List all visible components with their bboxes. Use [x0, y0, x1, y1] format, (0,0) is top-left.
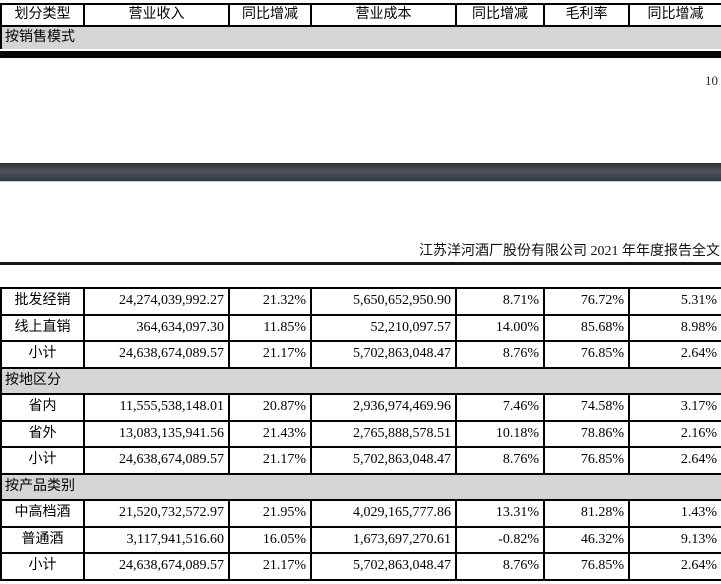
- margin-yoy-cell: 3.17%: [628, 393, 721, 422]
- revenue-cell: 21,520,732,572.97: [83, 499, 230, 528]
- gross-margin-cell: 74.58%: [543, 393, 630, 422]
- row-category: 中高档酒: [0, 499, 85, 528]
- revenue-yoy-cell: 21.43%: [228, 419, 312, 448]
- row-category: 线上直销: [0, 313, 85, 342]
- margin-yoy-cell: 5.31%: [628, 287, 721, 316]
- cost-yoy-cell: 7.46%: [455, 393, 545, 422]
- row-category: 批发经销: [0, 287, 85, 316]
- revenue-cell: 24,638,674,089.57: [83, 340, 230, 369]
- margin-yoy-cell: 8.98%: [628, 313, 721, 342]
- cost-cell: 5,650,652,950.90: [310, 287, 457, 316]
- report-header-title: 江苏洋河酒厂股份有限公司 2021 年年度报告全文: [419, 244, 720, 259]
- section-label-sales-mode: 按销售模式: [0, 25, 721, 49]
- section-label-by-region: 按地区分: [0, 366, 721, 395]
- margin-yoy-cell: 2.64%: [628, 552, 721, 581]
- column-header-margin-yoy: 同比增减: [628, 3, 721, 27]
- table-row-wholesale: 批发经销 24,274,039,992.27 21.32% 5,650,652,…: [0, 287, 721, 316]
- column-header-category: 划分类型: [0, 3, 85, 27]
- column-header-gross-margin: 毛利率: [543, 3, 630, 27]
- page-number: 10: [705, 73, 718, 88]
- revenue-cell: 24,274,039,992.27: [83, 287, 230, 316]
- revenue-yoy-cell: 20.87%: [228, 393, 312, 422]
- gross-margin-cell: 81.28%: [543, 499, 630, 528]
- clipped-row-black-band: [0, 51, 721, 58]
- gross-margin-cell: 85.68%: [543, 313, 630, 342]
- gross-margin-cell: 76.85%: [543, 552, 630, 581]
- section-label-by-product: 按产品类别: [0, 472, 721, 501]
- margin-yoy-cell: 9.13%: [628, 525, 721, 554]
- column-header-cost-yoy: 同比增减: [455, 3, 545, 27]
- row-category: 小计: [0, 552, 85, 581]
- gross-margin-cell: 76.85%: [543, 446, 630, 475]
- section-row-sales-mode: 按销售模式: [0, 25, 721, 49]
- table-row-subtotal-product: 小计 24,638,674,089.57 21.17% 5,702,863,04…: [0, 552, 721, 581]
- revenue-yoy-cell: 21.17%: [228, 552, 312, 581]
- row-category: 小计: [0, 340, 85, 369]
- cost-cell: 2,936,974,469.96: [310, 393, 457, 422]
- revenue-cell: 24,638,674,089.57: [83, 446, 230, 475]
- row-category: 普通酒: [0, 525, 85, 554]
- cost-yoy-cell: 13.31%: [455, 499, 545, 528]
- row-category: 省内: [0, 393, 85, 422]
- revenue-yoy-cell: 21.95%: [228, 499, 312, 528]
- gross-margin-cell: 76.85%: [543, 340, 630, 369]
- revenue-yoy-cell: 11.85%: [228, 313, 312, 342]
- cost-cell: 2,765,888,578.51: [310, 419, 457, 448]
- cost-yoy-cell: -0.82%: [455, 525, 545, 554]
- column-header-cost: 营业成本: [310, 3, 457, 27]
- revenue-yoy-cell: 21.17%: [228, 340, 312, 369]
- revenue-cell: 3,117,941,516.60: [83, 525, 230, 554]
- table-row-subtotal-region: 小计 24,638,674,089.57 21.17% 5,702,863,04…: [0, 446, 721, 475]
- table-row-online-direct: 线上直销 364,634,097.30 11.85% 52,210,097.57…: [0, 313, 721, 342]
- table-row-in-province: 省内 11,555,538,148.01 20.87% 2,936,974,46…: [0, 393, 721, 422]
- revenue-cell: 364,634,097.30: [83, 313, 230, 342]
- cost-yoy-cell: 8.76%: [455, 446, 545, 475]
- table-row-subtotal-sales-mode: 小计 24,638,674,089.57 21.17% 5,702,863,04…: [0, 340, 721, 369]
- column-header-revenue-yoy: 同比增减: [228, 3, 312, 27]
- revenue-yoy-cell: 16.05%: [228, 525, 312, 554]
- table-row-out-province: 省外 13,083,135,941.56 21.43% 2,765,888,57…: [0, 419, 721, 448]
- gross-margin-cell: 76.72%: [543, 287, 630, 316]
- margin-yoy-cell: 2.64%: [628, 446, 721, 475]
- cost-cell: 4,029,165,777.86: [310, 499, 457, 528]
- cost-yoy-cell: 10.18%: [455, 419, 545, 448]
- revenue-cell: 13,083,135,941.56: [83, 419, 230, 448]
- column-header-revenue: 营业收入: [83, 3, 230, 27]
- revenue-yoy-cell: 21.32%: [228, 287, 312, 316]
- cost-yoy-cell: 8.71%: [455, 287, 545, 316]
- cost-cell: 5,702,863,048.47: [310, 340, 457, 369]
- cost-cell: 5,702,863,048.47: [310, 446, 457, 475]
- cost-yoy-cell: 8.76%: [455, 340, 545, 369]
- cost-cell: 1,673,697,270.61: [310, 525, 457, 554]
- cost-cell: 52,210,097.57: [310, 313, 457, 342]
- table-header-row: 划分类型 营业收入 同比增减 营业成本 同比增减 毛利率 同比增减: [0, 3, 721, 27]
- revenue-breakdown-table: 批发经销 24,274,039,992.27 21.32% 5,650,652,…: [0, 287, 721, 581]
- revenue-yoy-cell: 21.17%: [228, 446, 312, 475]
- table-row-midhigh-liquor: 中高档酒 21,520,732,572.97 21.95% 4,029,165,…: [0, 499, 721, 528]
- revenue-cell: 11,555,538,148.01: [83, 393, 230, 422]
- revenue-cell: 24,638,674,089.57: [83, 552, 230, 581]
- gross-margin-cell: 78.86%: [543, 419, 630, 448]
- section-row-by-product: 按产品类别: [0, 472, 721, 501]
- page-separator-bar: [0, 163, 721, 182]
- margin-yoy-cell: 1.43%: [628, 499, 721, 528]
- continued-table-header: 划分类型 营业收入 同比增减 营业成本 同比增减 毛利率 同比增减 按销售模式: [0, 3, 721, 49]
- margin-yoy-cell: 2.16%: [628, 419, 721, 448]
- header-rule: [0, 262, 721, 265]
- cost-cell: 5,702,863,048.47: [310, 552, 457, 581]
- cost-yoy-cell: 8.76%: [455, 552, 545, 581]
- section-row-by-region: 按地区分: [0, 366, 721, 395]
- row-category: 小计: [0, 446, 85, 475]
- table-row-ordinary-liquor: 普通酒 3,117,941,516.60 16.05% 1,673,697,27…: [0, 525, 721, 554]
- row-category: 省外: [0, 419, 85, 448]
- gross-margin-cell: 46.32%: [543, 525, 630, 554]
- margin-yoy-cell: 2.64%: [628, 340, 721, 369]
- cost-yoy-cell: 14.00%: [455, 313, 545, 342]
